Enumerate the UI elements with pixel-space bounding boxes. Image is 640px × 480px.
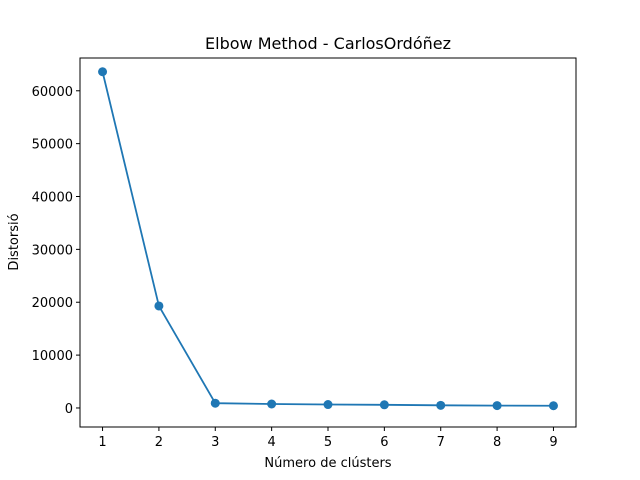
data-point bbox=[323, 400, 333, 410]
x-tick-label: 9 bbox=[549, 435, 557, 450]
x-tick-label: 4 bbox=[267, 435, 275, 450]
data-point bbox=[267, 399, 277, 409]
data-point bbox=[492, 401, 502, 411]
y-axis-label: Distorsió bbox=[7, 213, 22, 270]
x-tick-label: 5 bbox=[324, 435, 332, 450]
plot-area: 1 2 3 4 5 6 7 8 9 0 10000 20000 30000 40000 50000 60000 bbox=[32, 67, 558, 450]
y-tick-label: 50000 bbox=[32, 138, 73, 153]
x-tick-label: 6 bbox=[380, 435, 388, 450]
x-tick-label: 1 bbox=[98, 435, 106, 450]
data-point bbox=[436, 400, 446, 410]
data-point bbox=[210, 398, 220, 408]
data-point bbox=[154, 301, 164, 311]
data-point bbox=[548, 401, 558, 411]
x-axis-label: Número de clústers bbox=[264, 456, 391, 471]
y-tick-label: 0 bbox=[65, 402, 73, 417]
data-point bbox=[379, 400, 389, 410]
x-tick-label: 7 bbox=[437, 435, 445, 450]
x-tick-label: 3 bbox=[211, 435, 219, 450]
plot-frame bbox=[79, 57, 577, 428]
y-tick-label: 60000 bbox=[32, 85, 73, 100]
y-tick-label: 30000 bbox=[32, 243, 73, 258]
x-tick-label: 2 bbox=[155, 435, 163, 450]
y-tick-label: 40000 bbox=[32, 191, 73, 206]
chart-title: Elbow Method - CarlosOrdóñez bbox=[205, 34, 451, 53]
x-tick-label: 8 bbox=[493, 435, 501, 450]
data-point bbox=[98, 67, 108, 77]
y-tick-label: 10000 bbox=[32, 349, 73, 364]
y-tick-label: 20000 bbox=[32, 296, 73, 311]
